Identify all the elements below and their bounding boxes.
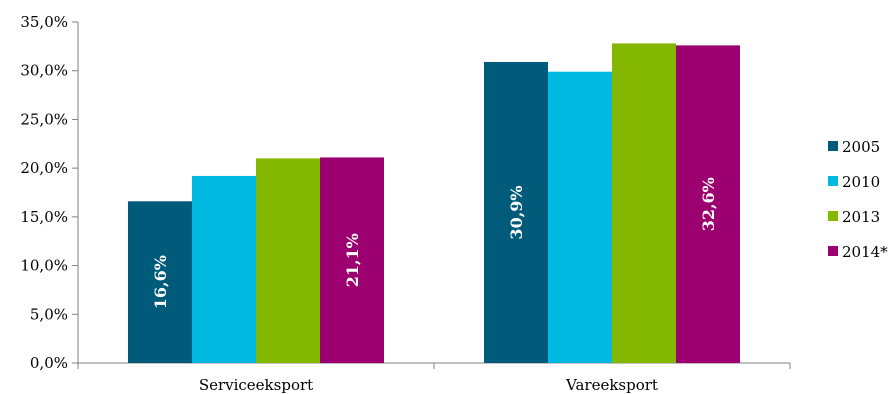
legend-label: 2005 — [842, 138, 880, 156]
x-category-label: Vareeksport — [565, 376, 658, 394]
legend-label: 2013 — [842, 208, 880, 226]
y-tick-label: 35,0% — [20, 13, 68, 31]
y-tick-label: 30,0% — [20, 62, 68, 80]
data-label: 16,6% — [151, 255, 170, 309]
y-tick-label: 5,0% — [30, 305, 68, 323]
bars — [128, 43, 740, 364]
bar — [256, 158, 320, 363]
legend: 2005 2010 2013 2014* — [828, 138, 888, 261]
y-tick-label: 20,0% — [20, 159, 68, 177]
axes: 0,0% 5,0% 10,0% 15,0% 20,0% 25,0% 30,0% 35,0% Se… — [20, 13, 791, 394]
bar — [320, 157, 384, 363]
bar — [548, 71, 612, 363]
legend-label: 2010 — [842, 173, 880, 191]
legend-swatch — [828, 246, 838, 256]
y-tick-label: 10,0% — [20, 257, 68, 275]
y-tick-label: 0,0% — [30, 354, 68, 372]
legend-label: 2014* — [842, 243, 888, 261]
data-label: 32,6% — [699, 177, 718, 231]
y-tick-label: 25,0% — [20, 110, 68, 128]
bar — [676, 45, 740, 363]
data-label: 21,1% — [343, 233, 362, 287]
x-category-label: Serviceeksport — [199, 376, 313, 394]
legend-swatch — [828, 176, 838, 186]
bar — [612, 43, 676, 363]
bar — [484, 61, 548, 364]
legend-swatch — [828, 141, 838, 151]
bar — [128, 201, 192, 363]
bar — [192, 175, 256, 363]
y-tick-label: 15,0% — [20, 208, 68, 226]
data-label: 30,9% — [507, 185, 526, 239]
legend-swatch — [828, 211, 838, 221]
data-labels: 16,6% 21,1% 30,9% 32,6% — [151, 177, 718, 309]
